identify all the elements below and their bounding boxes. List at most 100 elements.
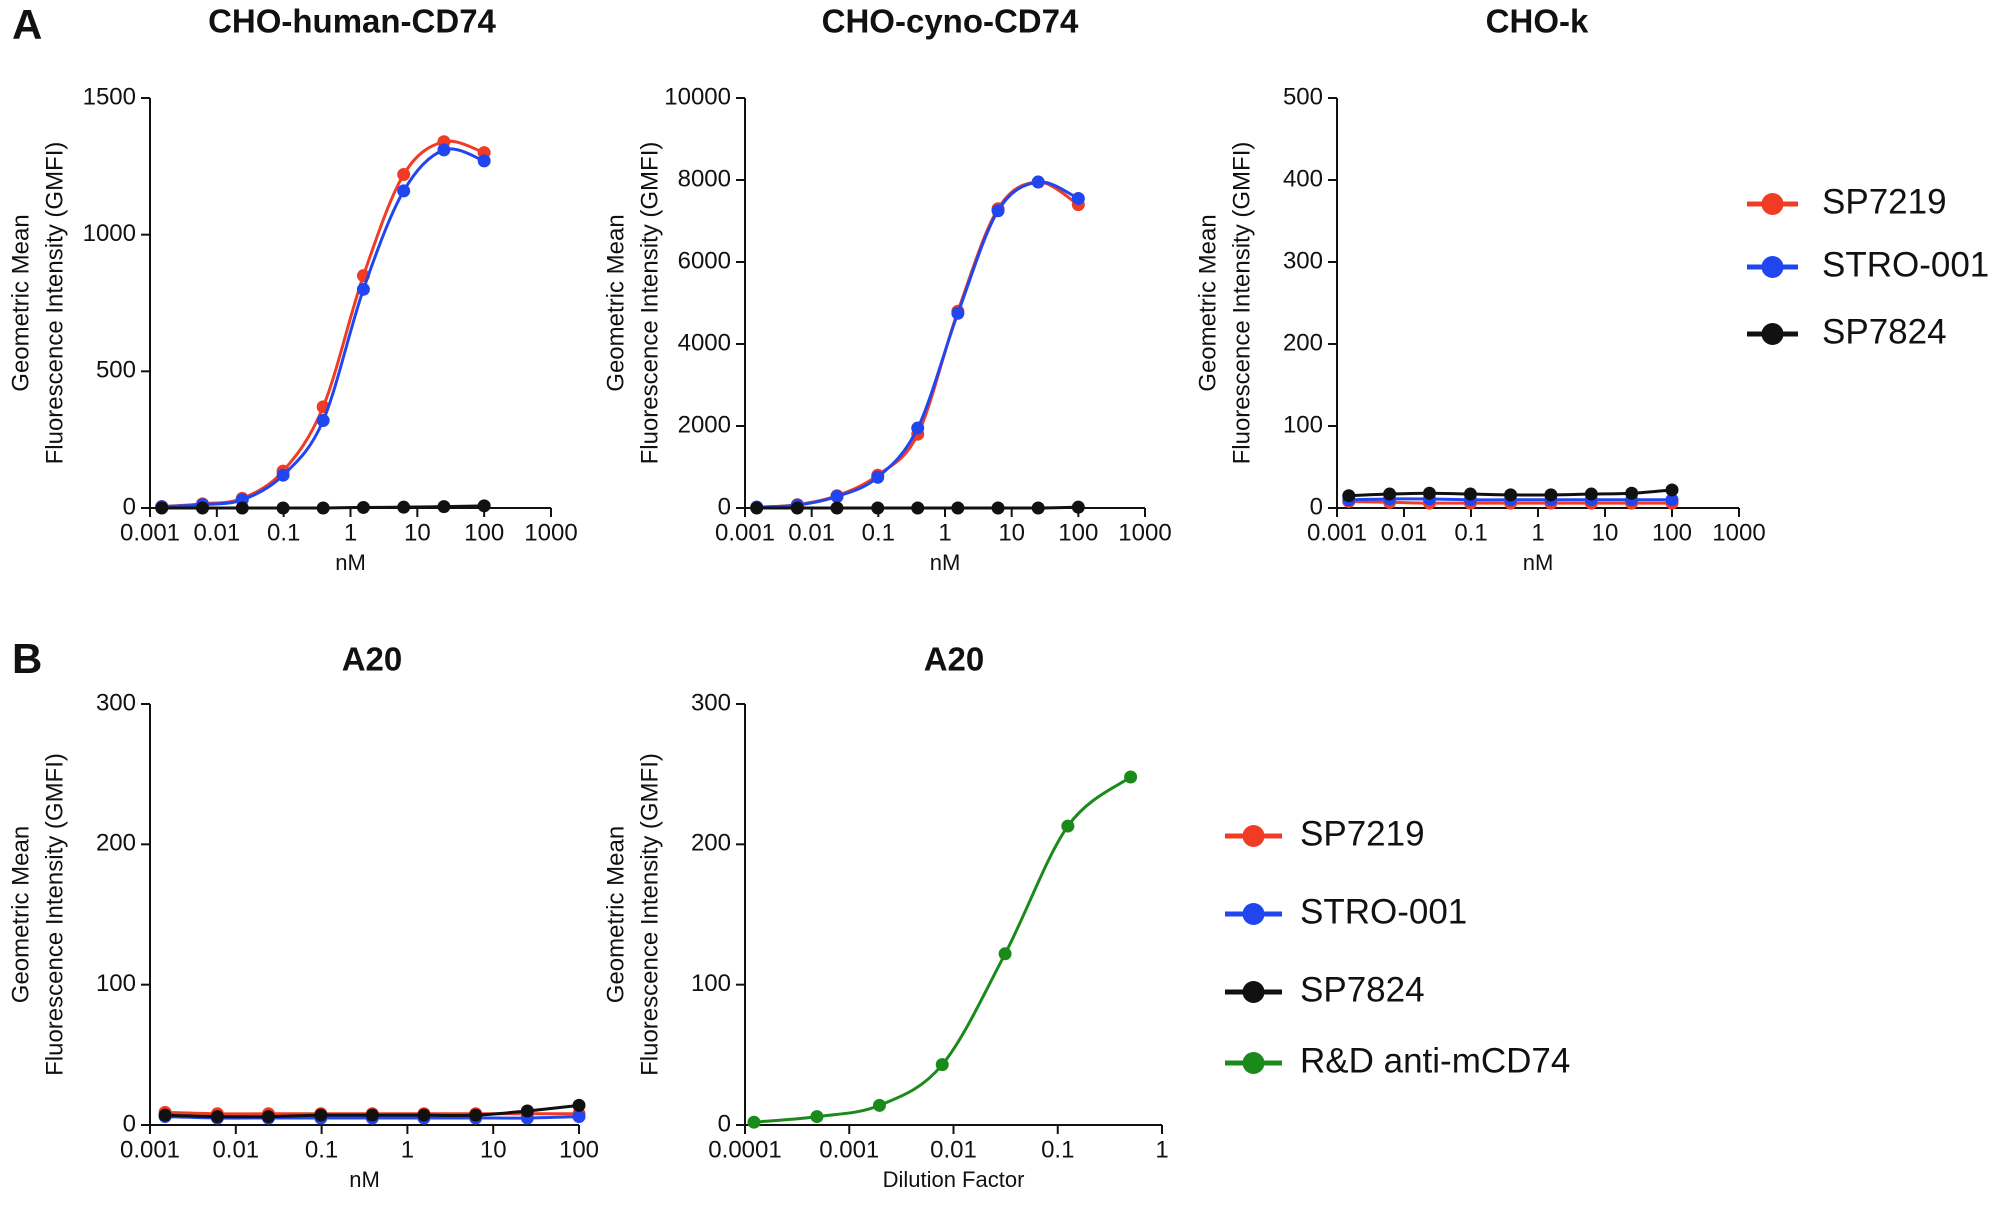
data-point: [365, 1108, 379, 1122]
data-point: [871, 470, 885, 484]
data-point: [316, 414, 330, 428]
data-point: [397, 168, 411, 182]
fit-line: [161, 147, 485, 509]
data-point: [1031, 175, 1045, 189]
data-point: [1422, 486, 1436, 500]
x-tick-label: 0.1: [1454, 519, 1487, 546]
y-tick-label: 2000: [678, 411, 731, 438]
data-point: [276, 501, 290, 515]
data-point: [790, 501, 804, 515]
y-tick-label: 300: [96, 689, 136, 716]
y-tick-label: 500: [1283, 83, 1323, 110]
x-tick-label: 0.1: [267, 519, 300, 546]
fit-line: [756, 180, 1079, 509]
y-tick-label: 4000: [678, 329, 731, 356]
x-axis-label: nM: [1523, 550, 1554, 575]
data-point: [195, 501, 209, 515]
data-point: [417, 1108, 431, 1122]
data-point: [397, 184, 411, 198]
data-point: [235, 501, 249, 515]
data-point: [1031, 501, 1045, 515]
data-point: [158, 1108, 172, 1122]
chart-title: CHO-cyno-CD74: [822, 3, 1079, 40]
x-tick-label: 100: [1652, 519, 1692, 546]
x-tick-label: 1: [1531, 519, 1544, 546]
x-tick-label: 0.1: [862, 519, 895, 546]
legend-marker: [1242, 903, 1265, 925]
y-tick-label: 300: [691, 689, 731, 716]
legend-label: SP7219: [1822, 182, 1947, 221]
x-tick-label: 100: [559, 1136, 599, 1163]
data-point: [1124, 770, 1138, 784]
data-point: [276, 468, 290, 482]
y-tick-label: 200: [691, 830, 731, 857]
data-point: [437, 500, 451, 514]
data-point: [572, 1110, 586, 1124]
data-point: [830, 501, 844, 515]
x-tick-label: 0.1: [305, 1136, 338, 1163]
legend-label: STRO-001: [1822, 245, 1989, 284]
y-tick-label: 0: [123, 493, 136, 520]
y-tick-label: 8000: [678, 165, 731, 192]
y-tick-label: 0: [123, 1110, 136, 1137]
x-axis-label: nM: [930, 550, 961, 575]
data-point: [951, 306, 965, 320]
y-tick-label: 6000: [678, 247, 731, 274]
y-tick-label: 300: [1283, 247, 1323, 274]
y-axis-label: Geometric Mean: [7, 214, 34, 391]
x-tick-label: 0.01: [212, 1136, 259, 1163]
data-point: [750, 501, 764, 515]
x-tick-label: 0.001: [120, 519, 180, 546]
y-axis-label: Geometric Mean: [7, 826, 34, 1003]
data-point: [314, 1108, 328, 1122]
data-point: [1342, 489, 1356, 503]
data-point: [155, 501, 169, 515]
y-tick-label: 400: [1283, 165, 1323, 192]
y-axis-label: Fluorescence Intensity (GMFI): [1228, 142, 1255, 465]
x-tick-label: 1000: [1712, 519, 1765, 546]
y-tick-label: 200: [96, 830, 136, 857]
x-tick-label: 0.01: [193, 519, 240, 546]
x-tick-label: 0.001: [120, 1136, 180, 1163]
legend-marker: [1761, 256, 1784, 278]
data-point: [991, 204, 1005, 218]
data-point: [1625, 486, 1639, 500]
data-point: [1463, 487, 1477, 501]
legend-marker: [1242, 825, 1265, 847]
data-point: [356, 282, 370, 296]
x-tick-label: 1: [344, 519, 357, 546]
x-axis-label: nM: [335, 550, 366, 575]
data-point: [911, 421, 925, 435]
y-tick-label: 0: [1310, 493, 1323, 520]
data-point: [210, 1110, 224, 1124]
data-point: [951, 501, 965, 515]
x-axis-label: Dilution Factor: [883, 1167, 1025, 1192]
panel-label: B: [12, 635, 42, 682]
x-tick-label: 0.01: [1381, 519, 1428, 546]
y-axis-label: Fluorescence Intensity (GMFI): [636, 753, 663, 1076]
x-tick-label: 0.001: [1307, 519, 1367, 546]
legend-marker: [1242, 1052, 1265, 1074]
data-point: [871, 501, 885, 515]
y-axis-label: Fluorescence Intensity (GMFI): [41, 142, 68, 465]
data-point: [1071, 191, 1085, 205]
data-point: [1584, 487, 1598, 501]
y-tick-label: 0: [718, 493, 731, 520]
x-axis-label: nM: [349, 1167, 380, 1192]
chart-title: A20: [924, 641, 985, 678]
x-tick-label: 10: [480, 1136, 507, 1163]
data-point: [469, 1108, 483, 1122]
data-point: [437, 143, 451, 157]
x-tick-label: 10: [1592, 519, 1619, 546]
data-point: [397, 500, 411, 514]
data-point: [747, 1115, 761, 1129]
y-tick-label: 100: [96, 970, 136, 997]
chart-title: A20: [342, 641, 403, 678]
legend-marker: [1761, 193, 1784, 215]
data-point: [1383, 487, 1397, 501]
data-point: [872, 1098, 886, 1112]
chart-title: CHO-k: [1486, 3, 1589, 40]
data-point: [356, 500, 370, 514]
data-point: [810, 1110, 824, 1124]
x-tick-label: 100: [464, 519, 504, 546]
